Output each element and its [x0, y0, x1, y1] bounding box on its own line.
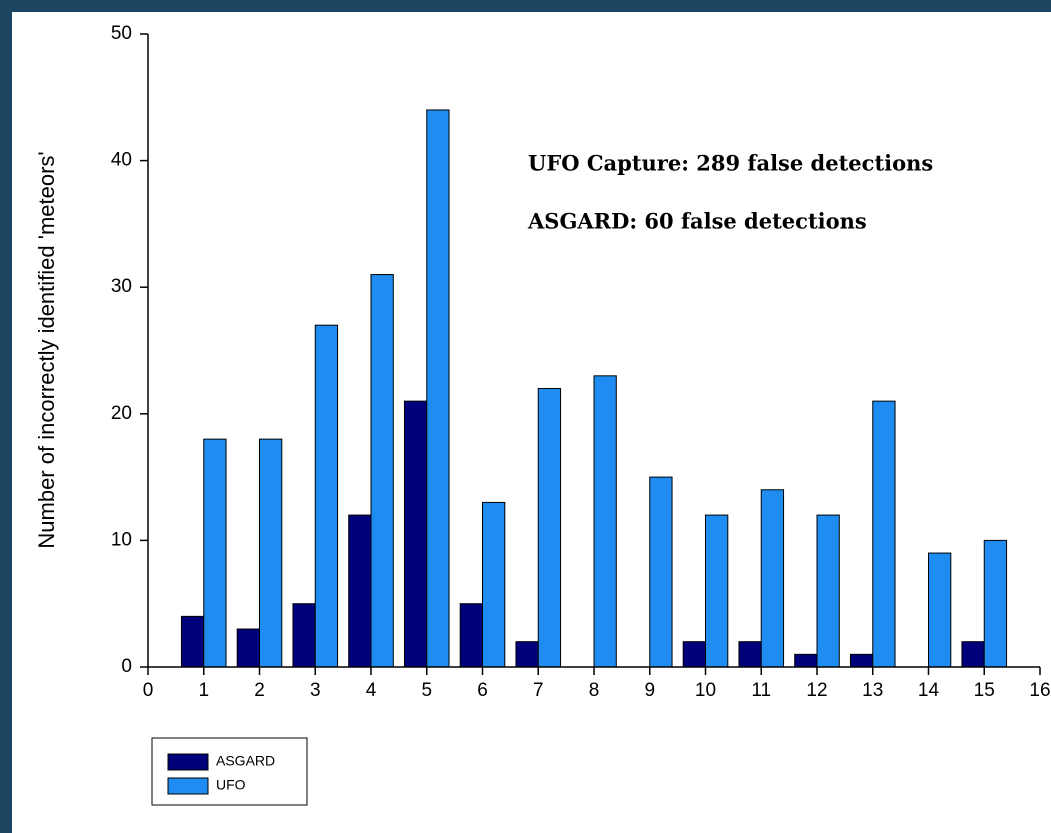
- x-tick-label: 7: [533, 680, 544, 701]
- annotation: UFO Capture: 289 false detections: [528, 151, 933, 176]
- bar: [348, 514, 372, 668]
- x-tick-label: 6: [477, 680, 488, 701]
- bar: [649, 476, 673, 668]
- x-tick-label: 0: [143, 680, 154, 701]
- y-tick-label: 20: [111, 403, 132, 424]
- bar: [314, 324, 339, 668]
- x-tick-label: 13: [862, 680, 883, 701]
- legend-label: ASGARD: [216, 753, 275, 769]
- x-tick-label: 11: [751, 680, 771, 701]
- bar: [738, 641, 762, 668]
- bar: [236, 628, 260, 668]
- bar: [292, 603, 316, 668]
- bar: [459, 603, 484, 668]
- legend-swatch: [167, 753, 209, 771]
- bar: [537, 387, 562, 668]
- x-tick-label: 16: [1029, 680, 1050, 701]
- bar: [849, 653, 874, 668]
- x-tick-label: 2: [254, 680, 265, 701]
- x-tick-label: 4: [366, 680, 377, 701]
- bar: [983, 539, 1008, 668]
- x-tick-label: 15: [974, 680, 995, 701]
- bar: [816, 514, 840, 668]
- bar: [515, 641, 539, 668]
- legend-swatch: [167, 777, 209, 795]
- bar: [259, 438, 283, 668]
- x-tick-label: 3: [310, 680, 321, 701]
- legend-label: UFO: [216, 777, 246, 793]
- x-tick-label: 8: [589, 680, 600, 701]
- y-tick-label: 50: [111, 23, 132, 44]
- x-tick-label: 12: [806, 680, 827, 701]
- x-tick-label: 1: [198, 680, 209, 701]
- bar: [928, 552, 952, 668]
- bar: [370, 274, 394, 668]
- bar: [872, 400, 896, 668]
- bar: [682, 641, 707, 668]
- legend-box: [151, 737, 308, 806]
- annotation: ASGARD: 60 false detections: [527, 209, 867, 234]
- x-tick-label: 5: [421, 680, 432, 701]
- y-axis-label: Number of incorrectly identified 'meteor…: [34, 151, 59, 548]
- y-tick-label: 0: [121, 656, 132, 677]
- bar: [794, 653, 818, 668]
- y-tick-label: 40: [111, 150, 132, 171]
- y-tick-label: 10: [111, 529, 132, 550]
- bar: [961, 641, 985, 668]
- y-tick-label: 30: [111, 276, 132, 297]
- bar: [482, 501, 506, 668]
- x-tick-label: 10: [695, 680, 716, 701]
- bar: [403, 400, 428, 668]
- x-tick-label: 9: [644, 680, 655, 701]
- bar: [593, 375, 617, 668]
- x-tick-label: 14: [918, 680, 940, 701]
- bar: [180, 615, 205, 668]
- bar: [203, 438, 227, 668]
- bar: [705, 514, 729, 668]
- bar: [426, 109, 450, 668]
- bar: [760, 489, 785, 668]
